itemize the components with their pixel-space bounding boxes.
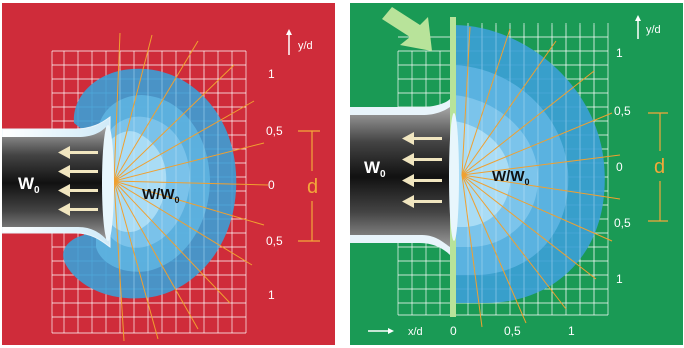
left-tick-y: 0,5 <box>266 234 283 248</box>
right-flow-arrow <box>402 195 442 208</box>
left-grid-overlay <box>119 69 219 303</box>
right-tick-y: 0,5 <box>614 216 631 230</box>
right-tick-y: 1 <box>616 46 623 60</box>
left-flow-arrow <box>58 146 98 159</box>
left-tick-y: 0 <box>268 178 275 192</box>
right-tick-y: 0,5 <box>614 104 631 118</box>
right-axis-label-x: x/d <box>408 326 423 338</box>
right-flow-arrows <box>402 132 442 208</box>
right-tick-x: 0 <box>450 324 457 338</box>
right-panel-flanged-duct: W0 W/W0 y/d 1 0,5 0 0,5 1 d <box>350 3 683 345</box>
up-arrow-icon <box>635 15 641 39</box>
left-dimension-marker <box>298 130 320 242</box>
pointer-arrow-icon <box>382 7 432 51</box>
left-axis-label-y: y/d <box>298 40 313 52</box>
left-duct-velocity-label: W0 <box>18 174 40 196</box>
right-diagram: W0 W/W0 y/d 1 0,5 0 0,5 1 d <box>350 3 683 345</box>
right-flow-arrow <box>402 153 442 166</box>
left-flow-arrow <box>58 165 98 178</box>
left-diagram: W0 W/W0 y/d 1 0,5 0 0,5 1 d <box>2 3 335 345</box>
left-panel-free-duct: W0 W/W0 y/d 1 0,5 0 0,5 1 d <box>2 3 335 345</box>
right-tick-x: 1 <box>568 324 575 338</box>
up-arrow-icon <box>286 29 292 55</box>
left-exhaust-duct <box>2 116 114 249</box>
left-flow-arrow <box>58 203 98 216</box>
left-flow-arrows <box>58 146 98 216</box>
right-duct-velocity-label: W0 <box>364 158 386 180</box>
left-y-axis: y/d 1 0,5 0 0,5 1 <box>266 29 313 302</box>
left-streamlines <box>95 32 269 342</box>
right-flow-arrow <box>402 132 442 145</box>
right-dimension-marker <box>648 112 668 222</box>
left-tick-y: 1 <box>268 288 275 302</box>
left-tick-y: 1 <box>268 67 275 81</box>
right-exhaust-duct <box>350 99 459 255</box>
left-tick-y: 0,5 <box>266 124 283 138</box>
left-dimension-label: d <box>307 176 318 198</box>
left-flow-arrow <box>58 184 98 197</box>
right-tick-y: 0 <box>616 160 623 174</box>
left-field-ratio-label: W/W0 <box>142 186 180 205</box>
right-field-ratio-label: W/W0 <box>492 168 530 187</box>
right-streamlines <box>461 26 621 328</box>
right-x-axis: x/d 0 0,5 1 <box>368 324 575 338</box>
right-y-axis: y/d 1 0,5 0 0,5 1 <box>614 15 661 286</box>
left-duct-opening <box>102 125 114 241</box>
right-arrow-icon <box>368 328 394 334</box>
right-flow-arrow <box>402 174 442 187</box>
right-duct-opening <box>449 113 459 241</box>
right-axis-label-y: y/d <box>646 24 661 36</box>
right-tick-x: 0,5 <box>504 324 521 338</box>
right-dimension-label: d <box>654 156 665 178</box>
right-tick-y: 1 <box>616 272 623 286</box>
